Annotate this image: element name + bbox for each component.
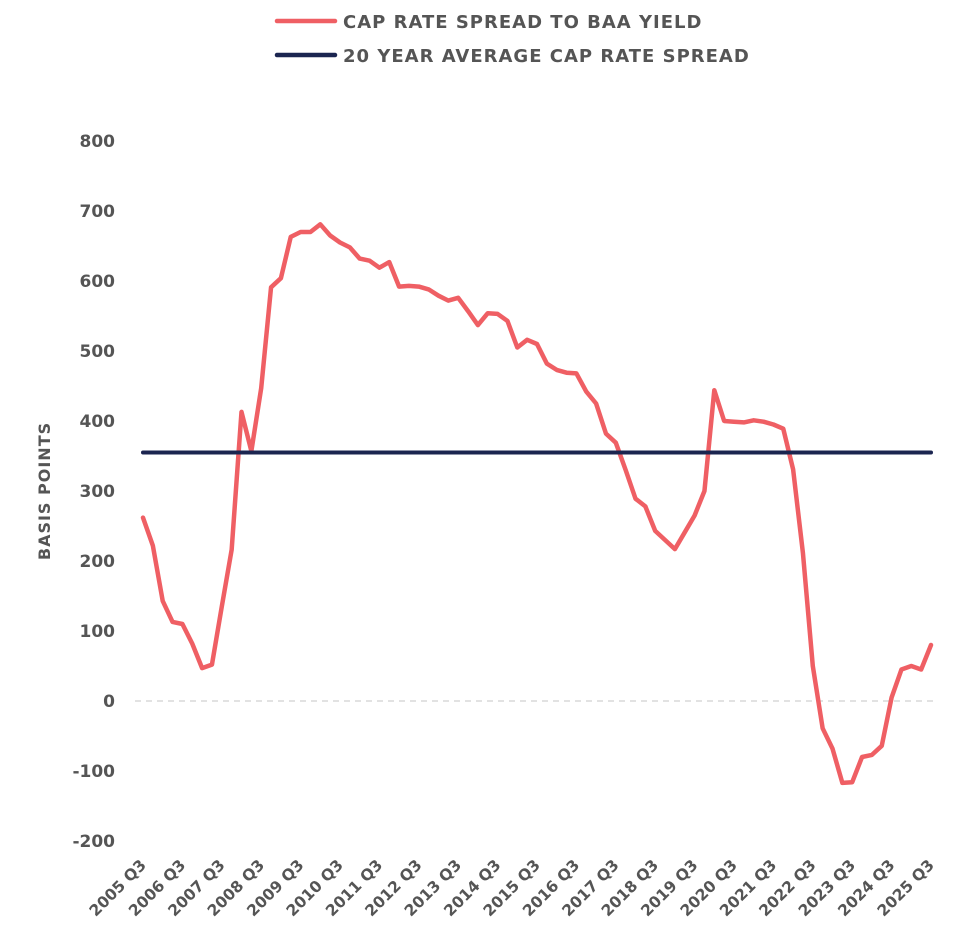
y-axis-label: BASIS POINTS: [35, 422, 54, 560]
series-lines: [140, 222, 934, 786]
y-tick-label: -100: [72, 762, 115, 782]
y-tick-label: 700: [80, 202, 116, 222]
y-tick-label: 600: [80, 272, 116, 292]
legend: CAP RATE SPREAD TO BAA YIELD 20 YEAR AVE…: [274, 12, 750, 67]
y-tick-label: 200: [80, 552, 116, 572]
y-tick-label: 0: [103, 692, 115, 712]
y-tick-label: 400: [80, 412, 116, 432]
y-tick-label: 500: [80, 342, 116, 362]
y-tick-label: -200: [72, 832, 115, 852]
y-tick-label: 300: [80, 482, 116, 502]
series-line-cap-rate-spread: [140, 222, 934, 786]
y-tick-label: 100: [80, 622, 116, 642]
y-tick-label: 800: [80, 132, 116, 152]
legend-label-cap-rate-spread: CAP RATE SPREAD TO BAA YIELD: [343, 12, 702, 33]
y-axis-ticks: 800 700 600 500 400 300 200 100 0 -100 -200: [72, 132, 115, 852]
legend-label-average-spread: 20 YEAR AVERAGE CAP RATE SPREAD: [343, 46, 750, 67]
